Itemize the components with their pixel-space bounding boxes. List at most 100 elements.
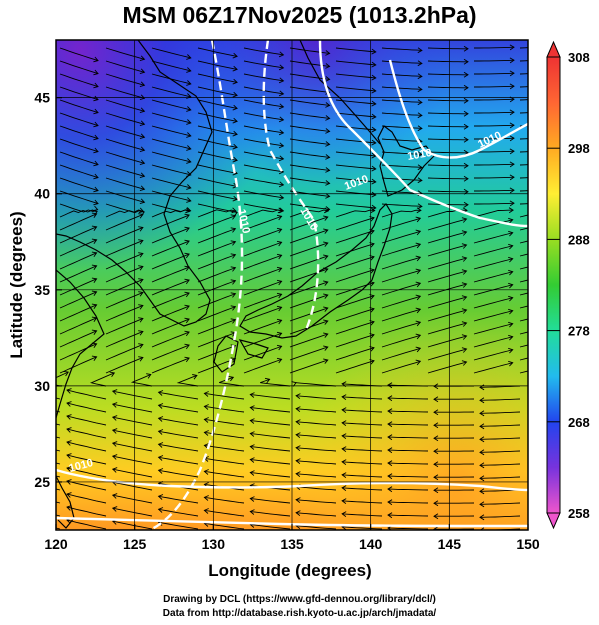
- streamline-arrowhead: [157, 390, 164, 396]
- streamline: [387, 514, 429, 517]
- colorbar-tick-label: 308: [568, 50, 590, 65]
- streamline-arrowhead: [479, 488, 485, 495]
- streamline-arrowhead: [157, 403, 164, 409]
- streamline: [59, 226, 97, 244]
- streamline-arrowhead: [157, 416, 164, 422]
- x-axis-ticks: 120 125 130 135 140 145 150: [44, 524, 540, 552]
- streamline: [197, 125, 238, 135]
- streamline: [296, 486, 337, 491]
- streamline-arrowhead: [295, 510, 301, 516]
- credit-drawing: Drawing by DCL (https://www.gfd-dennou.o…: [163, 594, 436, 605]
- streamline-arrowhead: [387, 486, 393, 493]
- streamline-arrowhead: [325, 50, 331, 56]
- streamline: [197, 228, 236, 244]
- streamline-arrowhead: [93, 69, 99, 76]
- streamline-arrowhead: [323, 293, 329, 299]
- streamline: [112, 520, 153, 530]
- streamline: [197, 267, 236, 283]
- streamline: [427, 177, 468, 180]
- streamline: [243, 47, 284, 56]
- streamline-arrowhead: [184, 252, 190, 259]
- streamline: [387, 449, 429, 452]
- streamline-arrowhead: [264, 377, 271, 384]
- streamline: [112, 390, 153, 400]
- streamline-arrowhead: [91, 303, 98, 309]
- streamline: [243, 125, 284, 134]
- isobar-contours: [149, 40, 320, 530]
- streamline-arrowhead: [230, 305, 237, 311]
- streamline: [381, 269, 421, 283]
- streamline-arrowhead: [66, 414, 72, 420]
- streamline: [204, 392, 245, 400]
- streamline-arrowhead: [276, 357, 283, 364]
- streamline: [289, 346, 328, 361]
- streamline: [250, 394, 291, 400]
- streamline: [427, 270, 467, 283]
- streamline-arrowhead: [387, 460, 393, 467]
- streamline: [296, 421, 337, 426]
- streamline-arrowhead: [184, 239, 190, 246]
- streamline: [479, 515, 521, 518]
- streamline: [243, 254, 282, 270]
- streamline-arrowhead: [230, 214, 237, 220]
- streamline-arrowhead: [93, 147, 99, 154]
- streamline-arrowhead: [341, 485, 347, 491]
- streamline-arrowhead: [184, 330, 190, 337]
- streamline: [66, 402, 107, 413]
- streamline: [479, 502, 521, 505]
- streamline-arrowhead: [387, 421, 393, 428]
- streamline-arrowhead: [146, 373, 152, 379]
- streamline: [243, 209, 283, 218]
- streamline: [204, 522, 245, 530]
- streamline: [381, 334, 421, 348]
- streamline: [289, 307, 328, 322]
- streamline-arrowhead: [91, 290, 98, 296]
- streamline-arrowhead: [93, 186, 99, 193]
- streamline: [473, 323, 513, 335]
- streamline: [519, 344, 528, 348]
- streamline-arrowhead: [417, 60, 423, 67]
- streamline: [204, 444, 245, 452]
- streamline-arrowhead: [139, 120, 146, 127]
- streamline: [519, 190, 528, 192]
- streamline-arrowhead: [387, 473, 393, 480]
- streamline: [243, 164, 284, 173]
- streamline-arrowhead: [371, 87, 377, 94]
- streamline: [151, 227, 190, 244]
- streamline-arrowhead: [323, 306, 329, 312]
- streamline: [381, 217, 421, 231]
- streamline: [151, 253, 190, 270]
- streamline-arrowhead: [186, 145, 192, 151]
- streamline-arrowhead: [417, 164, 423, 171]
- colorbar-max-arrow: [546, 40, 561, 58]
- streamline: [105, 190, 145, 203]
- streamline-arrowhead: [417, 86, 423, 93]
- streamline-arrowhead: [479, 436, 485, 443]
- streamline: [289, 99, 330, 106]
- streamline: [204, 405, 245, 413]
- streamline-arrowhead: [276, 305, 283, 312]
- streamline-arrowhead: [66, 492, 72, 498]
- streamline: [243, 215, 282, 231]
- streamline: [243, 60, 284, 69]
- streamline: [197, 47, 238, 57]
- streamline: [479, 476, 521, 479]
- streamline-arrowhead: [138, 239, 144, 245]
- streamline: [112, 416, 153, 426]
- streamline: [427, 86, 468, 89]
- streamline-arrowhead: [508, 230, 514, 237]
- streamline-arrowhead: [433, 461, 439, 468]
- streamline-arrowhead: [509, 135, 515, 142]
- streamline: [381, 360, 421, 374]
- streamline: [197, 215, 236, 231]
- x-tick-label: 130: [202, 536, 226, 552]
- streamline: [243, 267, 282, 283]
- streamline-arrowhead: [21, 414, 26, 419]
- streamline-arrowhead: [295, 445, 301, 451]
- streamline: [335, 230, 375, 244]
- streamline: [59, 151, 99, 166]
- streamline-arrowhead: [371, 126, 377, 133]
- streamline: [474, 163, 515, 166]
- streamline-arrowhead: [509, 161, 515, 168]
- plot-area: 1010 1010 1010 1010 1010 1010: [21, 40, 528, 530]
